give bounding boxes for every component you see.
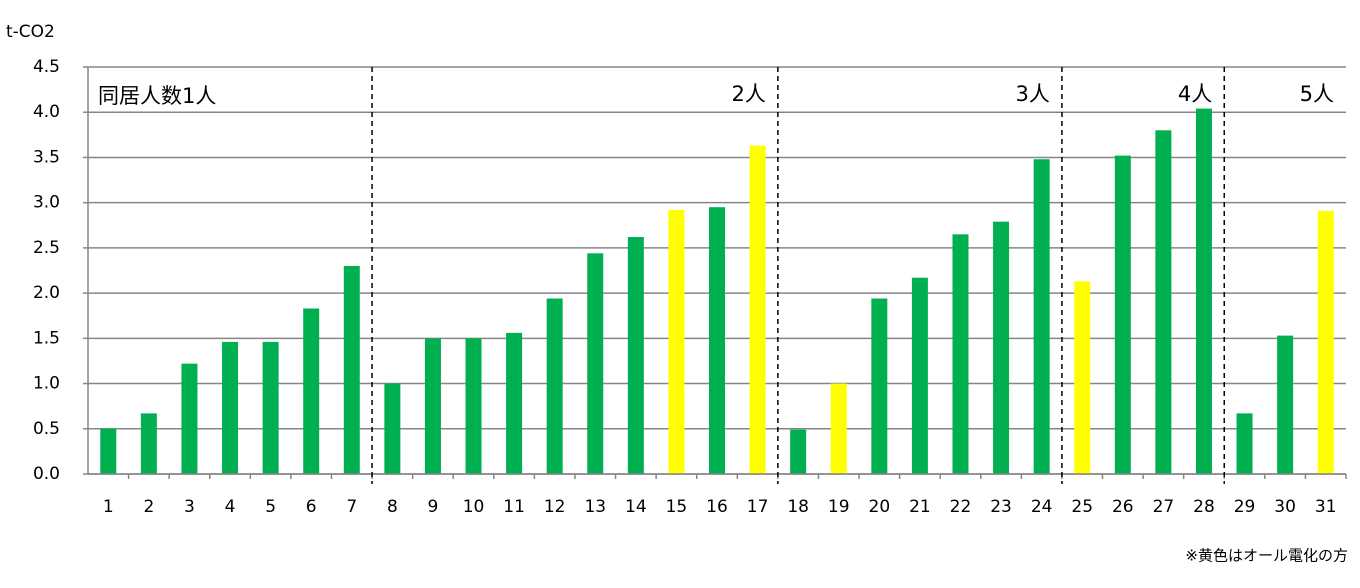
x-tick-label: 3: [184, 497, 195, 517]
x-tick-label: 24: [1031, 497, 1053, 517]
x-tick-label: 23: [990, 497, 1012, 517]
x-tick-label: 6: [306, 497, 317, 517]
bar: [1155, 130, 1172, 475]
y-tick-label: 4.5: [33, 57, 60, 77]
x-tick-label: 21: [909, 497, 931, 517]
y-tick-label: 3.0: [33, 193, 60, 213]
y-tick-label: 2.0: [33, 283, 60, 303]
bar: [1236, 413, 1253, 474]
bar: [1277, 335, 1294, 474]
bar: [262, 341, 279, 474]
group-label: 3人: [1016, 82, 1050, 106]
x-tick-label: 22: [950, 497, 972, 517]
x-tick-label: 12: [544, 497, 566, 517]
bar: [1074, 281, 1091, 474]
bar: [587, 253, 604, 474]
bar: [181, 363, 198, 474]
group-label: 5人: [1300, 82, 1334, 106]
bar: [871, 298, 888, 474]
x-tick-label: 18: [787, 497, 809, 517]
bar: [100, 428, 117, 474]
x-tick-label: 13: [584, 497, 606, 517]
bar: [830, 383, 847, 474]
x-tick-label: 17: [747, 497, 769, 517]
y-tick-label: 4.0: [33, 102, 60, 122]
bar: [749, 145, 766, 475]
group-label: 2人: [731, 82, 765, 106]
x-tick-label: 16: [706, 497, 728, 517]
x-tick-label: 9: [428, 497, 439, 517]
y-tick-label: 3.5: [33, 147, 60, 167]
bar: [709, 207, 725, 474]
bar: [993, 221, 1010, 474]
bar: [140, 413, 157, 474]
group-label: 4人: [1178, 82, 1212, 106]
group-label: 同居人数1人: [98, 84, 216, 108]
bar: [424, 338, 441, 474]
bar: [627, 237, 644, 474]
x-tick-label: 26: [1112, 497, 1134, 517]
y-tick-label: 0.5: [33, 419, 60, 439]
x-tick-label: 28: [1193, 497, 1215, 517]
bar: [1195, 108, 1212, 475]
bar: [1114, 155, 1131, 474]
x-tick-label: 19: [828, 497, 850, 517]
y-tick-label: 1.5: [33, 328, 60, 348]
bar: [546, 298, 563, 474]
bar: [384, 383, 401, 474]
y-tick-label: 2.5: [33, 238, 60, 258]
x-tick-label: 25: [1071, 497, 1093, 517]
bar: [465, 338, 482, 474]
x-tick-label: 7: [346, 497, 357, 517]
x-tick-label: 10: [463, 497, 485, 517]
x-tick-label: 20: [869, 497, 891, 517]
footnote: ※黄色はオール電化の方: [1185, 547, 1348, 565]
x-tick-label: 4: [225, 497, 236, 517]
x-tick-label: 14: [625, 497, 647, 517]
x-tick-label: 27: [1153, 497, 1175, 517]
bar: [911, 277, 928, 474]
x-tick-label: 29: [1234, 497, 1256, 517]
bar: [303, 308, 320, 474]
x-tick-label: 30: [1274, 497, 1296, 517]
bar: [222, 341, 239, 474]
x-tick-label: 31: [1315, 497, 1337, 517]
x-tick-label: 11: [503, 497, 525, 517]
y-tick-label: 0.0: [33, 464, 60, 484]
bar: [790, 429, 807, 474]
x-tick-label: 2: [143, 497, 154, 517]
bar: [506, 332, 523, 474]
y-axis-label: t-CO2: [6, 22, 55, 42]
x-tick-label: 1: [103, 497, 114, 517]
bar: [1033, 159, 1050, 474]
x-tick-label: 5: [265, 497, 276, 517]
x-tick-label: 15: [666, 497, 688, 517]
bar: [343, 265, 360, 474]
bar: [668, 209, 685, 474]
x-tick-label: 8: [387, 497, 398, 517]
bar: [1317, 210, 1334, 474]
y-tick-label: 1.0: [33, 374, 60, 394]
bar: [952, 234, 969, 474]
